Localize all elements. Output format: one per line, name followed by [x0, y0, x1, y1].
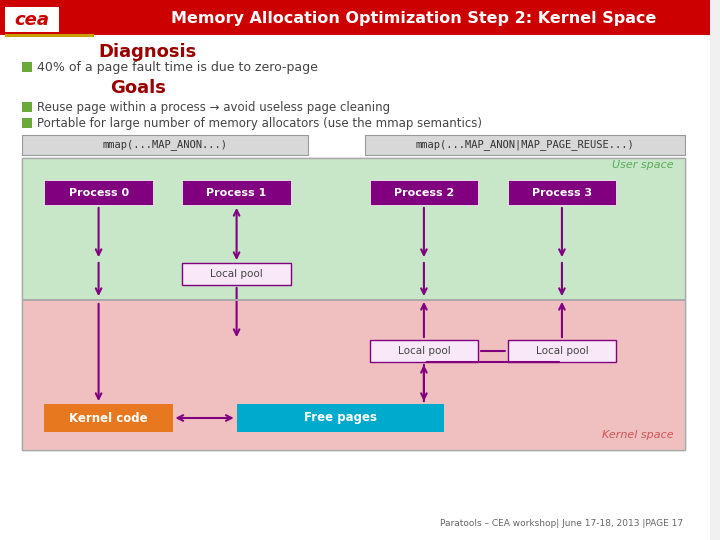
Text: Process 0: Process 0 [68, 188, 129, 198]
FancyBboxPatch shape [369, 340, 478, 362]
Text: mmap(...MAP_ANON|MAP_PAGE_REUSE...): mmap(...MAP_ANON|MAP_PAGE_REUSE...) [415, 139, 634, 151]
Text: Process 2: Process 2 [394, 188, 454, 198]
FancyBboxPatch shape [365, 135, 685, 155]
Text: Kernel space: Kernel space [602, 430, 673, 440]
Text: mmap(...MAP_ANON...): mmap(...MAP_ANON...) [102, 139, 227, 151]
Text: Reuse page within a process → avoid useless page cleaning: Reuse page within a process → avoid usel… [37, 100, 390, 113]
Text: Local pool: Local pool [210, 269, 263, 279]
Bar [22, 118, 32, 128]
Bar [22, 158, 685, 300]
FancyBboxPatch shape [508, 340, 616, 362]
Bar [22, 62, 32, 72]
Text: Kernel code: Kernel code [69, 411, 148, 424]
Text: Free pages: Free pages [304, 411, 377, 424]
Text: Local pool: Local pool [536, 346, 588, 356]
Bar [5, 7, 59, 32]
Text: Local pool: Local pool [397, 346, 450, 356]
Text: User space: User space [612, 160, 673, 170]
Bar [22, 158, 685, 450]
FancyBboxPatch shape [45, 404, 173, 432]
Bar [22, 102, 32, 112]
Bar [22, 300, 685, 450]
Text: Diagnosis: Diagnosis [99, 43, 197, 61]
Text: Process 1: Process 1 [207, 188, 266, 198]
Text: cea: cea [14, 11, 49, 29]
Bar [22, 158, 685, 450]
Bar [5, 34, 94, 37]
Text: Paratools – CEA workshop| June 17-18, 2013 |PAGE 17: Paratools – CEA workshop| June 17-18, 20… [440, 519, 683, 528]
FancyBboxPatch shape [45, 180, 153, 205]
FancyBboxPatch shape [182, 180, 291, 205]
Text: 40% of a page fault time is due to zero-page: 40% of a page fault time is due to zero-… [37, 60, 318, 73]
Text: Memory Allocation Optimization Step 2: Kernel Space: Memory Allocation Optimization Step 2: K… [171, 10, 657, 25]
Text: Portable for large number of memory allocators (use the mmap semantics): Portable for large number of memory allo… [37, 117, 482, 130]
FancyBboxPatch shape [369, 180, 478, 205]
Bar [22, 299, 685, 301]
FancyBboxPatch shape [508, 180, 616, 205]
FancyBboxPatch shape [237, 404, 444, 432]
FancyBboxPatch shape [182, 263, 291, 285]
FancyBboxPatch shape [22, 135, 307, 155]
Bar [0, 0, 710, 35]
Text: Process 3: Process 3 [532, 188, 592, 198]
Text: Goals: Goals [110, 79, 166, 97]
